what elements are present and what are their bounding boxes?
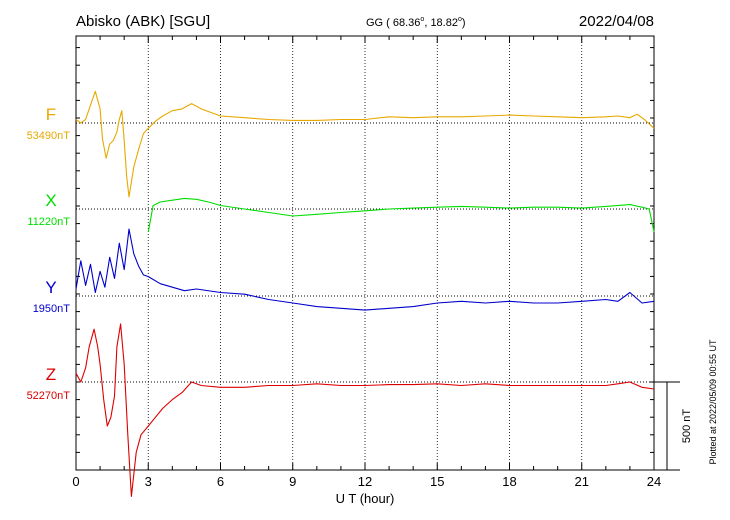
baseline-label-x: 11220nT — [27, 216, 70, 228]
x-tick-label: 3 — [145, 474, 152, 489]
series-label-layer: F 53490nT X 11220nT Y 1950nT Z 52270nT — [27, 105, 71, 402]
plotted-at-note: Plotted at 2022/05/09 00:55 UT — [708, 339, 718, 465]
series-name-f: F — [46, 105, 56, 124]
series-line-y — [75, 228, 655, 311]
x-axis-label: U T (hour) — [336, 491, 395, 506]
x-tick-label: 24 — [647, 474, 661, 489]
scale-bar: 500 nT — [654, 381, 693, 471]
baseline-label-z: 52270nT — [27, 390, 71, 402]
tick-layer — [75, 36, 655, 471]
series-line-x — [147, 197, 655, 233]
x-tick-label: 0 — [72, 474, 79, 489]
series-name-x: X — [45, 191, 56, 210]
grid-layer — [147, 36, 583, 470]
series-line-z — [75, 323, 655, 497]
series-name-z: Z — [46, 365, 56, 384]
x-tick-labels: 0 3 6 9 12 15 18 21 24 — [72, 474, 661, 489]
baseline-label-y: 1950nT — [33, 303, 71, 315]
series-layer — [75, 90, 655, 497]
x-tick-label: 12 — [358, 474, 372, 489]
x-tick-label: 6 — [217, 474, 224, 489]
x-tick-label: 9 — [289, 474, 296, 489]
baseline-label-f: 53490nT — [27, 130, 71, 142]
x-tick-label: 21 — [575, 474, 589, 489]
scale-bar-label: 500 nT — [681, 409, 693, 444]
station-title: Abisko (ABK) [SGU] — [76, 13, 210, 30]
x-tick-label: 15 — [430, 474, 444, 489]
series-line-f — [75, 90, 655, 198]
date-label: 2022/04/08 — [579, 13, 654, 30]
x-tick-label: 18 — [502, 474, 516, 489]
series-name-y: Y — [45, 278, 56, 297]
coordinates-label: GG ( 68.36o, 18.82o) — [366, 16, 466, 29]
